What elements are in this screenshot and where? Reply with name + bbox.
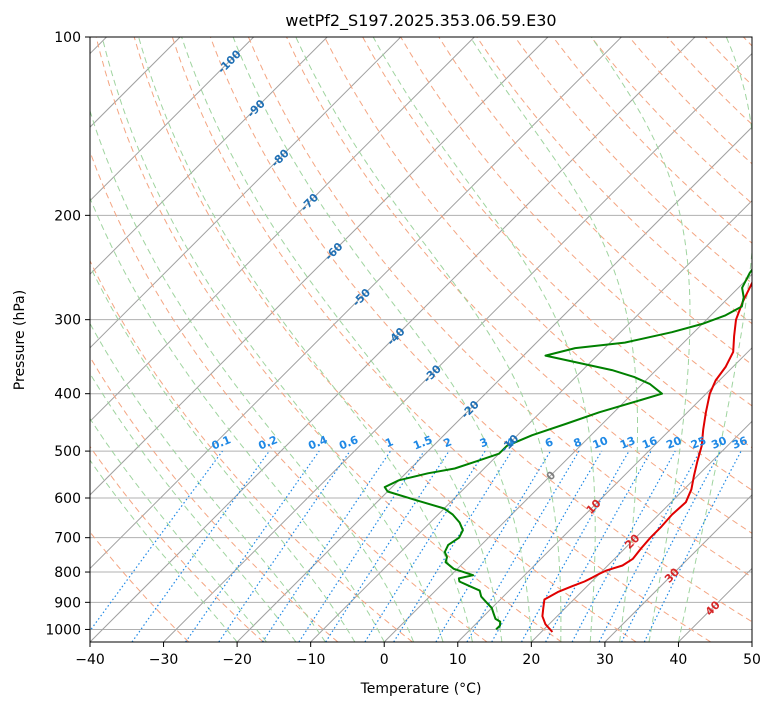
dry-adiabat-line <box>362 37 752 449</box>
moist-adiabat-line <box>101 37 444 642</box>
mixing-ratio-line <box>325 450 450 642</box>
isotherm-line <box>604 494 752 642</box>
x-tick-label: 50 <box>743 652 761 668</box>
isotherm-line <box>163 52 752 642</box>
y-tick-label: 700 <box>54 531 81 547</box>
dry-adiabat-line <box>628 37 752 165</box>
isotherm-line <box>90 37 328 275</box>
series-layer <box>383 268 752 633</box>
mixing-ratio-label: 25 <box>689 434 708 452</box>
x-tick-label: −10 <box>296 652 326 668</box>
mixing-ratio-label: 10 <box>591 434 610 452</box>
dry-adiabat-line <box>90 445 264 642</box>
x-tick-label: 20 <box>522 652 540 668</box>
mixing-ratio-line <box>218 450 351 642</box>
isotherm-line <box>530 420 752 642</box>
y-tick-label: 200 <box>54 208 81 224</box>
moist-adiabat-line <box>90 322 326 642</box>
x-axis: −40 −30 −20 −10 0 10 20 30 40 50 <box>75 642 761 668</box>
temperature-profile <box>541 280 752 633</box>
isotherm-line <box>90 37 696 642</box>
mixing-ratio-label: 16 <box>640 434 659 452</box>
moist-adiabat-line <box>232 37 532 642</box>
plot-frame <box>89 36 753 643</box>
mixing-ratio-line <box>393 450 513 642</box>
dry-adiabat-line <box>90 259 413 642</box>
mixing-ratio-line <box>131 450 270 642</box>
mixing-ratio-line <box>571 450 676 642</box>
mixing-ratio-label: 3 <box>478 435 490 450</box>
isotherm-line <box>90 37 402 349</box>
x-tick-label: −30 <box>149 652 179 668</box>
isotherm-line <box>90 37 549 496</box>
mixing-ratio-line <box>466 450 580 642</box>
mixing-ratio-label: 2 <box>442 435 454 450</box>
moist-adiabat-line <box>372 37 596 642</box>
y-tick-label: 600 <box>54 491 81 507</box>
mixing-ratio-label: 1 <box>383 435 395 450</box>
mixing-ratio-label: 20 <box>664 434 683 452</box>
moist-adiabat-line <box>181 37 503 642</box>
mixing-ratio-label: 30 <box>710 434 729 452</box>
x-axis-label: Temperature (°C) <box>360 681 482 697</box>
isotherm-line <box>90 37 622 570</box>
mixing-ratio-line <box>520 450 630 642</box>
mixing-ratio-line <box>491 450 603 642</box>
moist-adiabat-line <box>90 265 356 642</box>
dry-adiabat-line <box>514 37 752 284</box>
dry-adiabat-line <box>95 37 562 642</box>
dry-adiabat-line <box>209 37 752 623</box>
y-tick-label: 900 <box>54 595 81 611</box>
y-tick-label: 800 <box>54 565 81 581</box>
isotherm-line <box>383 273 752 642</box>
moist-adiabat-line <box>295 37 562 642</box>
moist-adiabat-line <box>469 37 639 642</box>
dry-adiabat-line <box>247 37 752 578</box>
mixing-ratio-line <box>545 450 652 642</box>
mixing-ratio-label: 36 <box>730 434 749 452</box>
dry-adiabat-line <box>171 37 712 642</box>
moist-adiabat-line <box>90 459 238 642</box>
dry-adiabat-line <box>324 37 752 491</box>
chart-title: wetPf2_S197.2025.353.06.59.E30 <box>285 11 556 31</box>
y-tick-label: 1000 <box>45 622 81 638</box>
x-tick-label: 10 <box>449 652 467 668</box>
moist-adiabat-line <box>90 109 415 642</box>
moist-adiabat-line <box>677 37 752 642</box>
moist-adiabat-line <box>90 417 267 642</box>
isotherm-line <box>90 37 475 423</box>
dry-adiabat-line <box>590 37 752 205</box>
y-tick-label: 500 <box>54 444 81 460</box>
x-tick-label: 0 <box>380 652 389 668</box>
moist-adiabat-line <box>138 37 473 642</box>
mixing-ratio-line <box>435 450 552 642</box>
x-tick-label: 30 <box>596 652 614 668</box>
y-tick-label: 300 <box>54 313 81 329</box>
moist-adiabat-line <box>590 37 691 642</box>
y-tick-label: 400 <box>54 387 81 403</box>
x-tick-label: −20 <box>222 652 252 668</box>
isotherm-line <box>236 126 752 642</box>
x-tick-label: 40 <box>670 652 688 668</box>
dry-adiabat-line <box>133 37 637 642</box>
x-tick-label: −40 <box>75 652 105 668</box>
y-axis-label: Pressure (hPa) <box>12 290 28 390</box>
isotherm-line <box>457 347 752 642</box>
dry-adiabat-line <box>476 37 752 325</box>
y-tick-label: 100 <box>54 30 81 46</box>
mixing-ratio-line <box>185 450 320 642</box>
mixing-ratio-line <box>364 450 486 642</box>
dry-adiabat-line <box>400 37 752 407</box>
dewpoint-profile <box>383 268 752 631</box>
moist-adiabat-line <box>90 196 385 642</box>
mixing-ratio-label: 13 <box>618 434 637 452</box>
isotherm-line <box>90 37 255 202</box>
mixing-ratio-label: 8 <box>572 435 584 450</box>
grid-layer <box>90 37 752 642</box>
y-axis: 100 200 300 400 500 600 700 800 900 1000 <box>45 30 90 638</box>
moist-adiabat-line <box>90 372 297 642</box>
